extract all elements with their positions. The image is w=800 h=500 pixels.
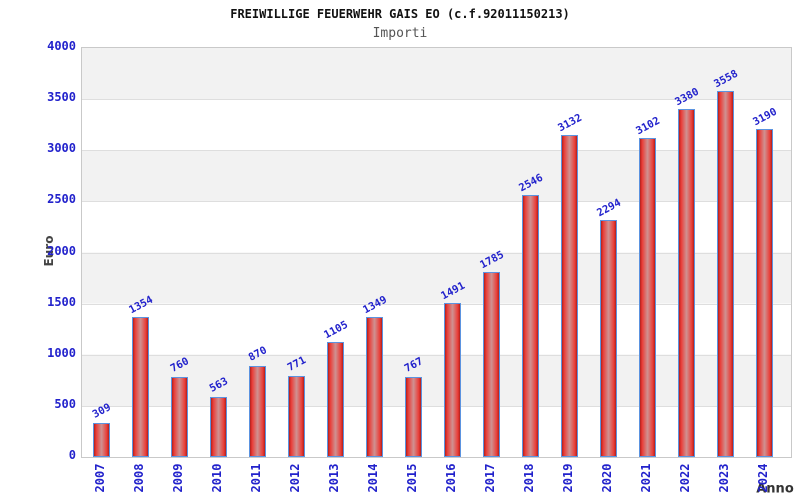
y-tick-label: 2500 — [47, 192, 76, 207]
gridline — [82, 252, 791, 254]
bar-value-label: 1105 — [322, 318, 350, 342]
bar-2017 — [482, 272, 500, 457]
bar-value-label: 1491 — [439, 279, 467, 302]
chart-title: FREIWILLIGE FEUERWEHR GAIS EO (c.f.92011… — [230, 7, 570, 21]
x-tick-label: 2014 — [366, 463, 380, 493]
bar-2024 — [755, 128, 773, 457]
y-tick-label: 3000 — [47, 141, 76, 156]
bar-2023 — [716, 91, 734, 457]
bar-2010 — [209, 397, 227, 457]
x-tick-label: 2016 — [444, 463, 458, 493]
bar-2008 — [131, 316, 149, 457]
x-tick-label: 2010 — [210, 463, 224, 493]
y-tick-label: 500 — [54, 396, 76, 411]
x-tick-label: 2015 — [405, 463, 419, 493]
bar-2016 — [443, 302, 461, 457]
gridline — [82, 405, 791, 407]
gridline — [82, 354, 791, 356]
x-tick-label: 2024 — [756, 463, 770, 493]
plot-area: 309 1354 760 563 870 771 1105 1349 767 1491 1785 25… — [81, 47, 792, 458]
x-tick-label: 2012 — [288, 463, 302, 493]
bar-2011 — [248, 366, 266, 457]
y-tick-label: 1500 — [47, 294, 76, 309]
x-tick-label: 2017 — [483, 463, 497, 493]
x-tick-label: 2023 — [717, 463, 731, 493]
bar-value-label: 3190 — [751, 105, 779, 129]
x-tick-label: 2018 — [522, 463, 536, 493]
x-tick-label: 2021 — [639, 463, 653, 493]
gridline — [82, 303, 791, 305]
bar-2014 — [365, 317, 383, 457]
bar-2021 — [638, 137, 656, 457]
bar-2015 — [404, 376, 422, 457]
bar-2013 — [326, 342, 344, 457]
bar-2019 — [560, 134, 578, 457]
gridline — [82, 150, 791, 152]
x-tick-label: 2020 — [600, 463, 614, 493]
bar-value-label: 870 — [246, 344, 269, 364]
bar-value-label: 771 — [285, 354, 308, 374]
bar-value-label: 1349 — [361, 293, 389, 317]
bar-2007 — [92, 423, 110, 457]
x-tick-label: 2008 — [132, 463, 146, 493]
bar-2022 — [677, 109, 695, 457]
x-tick-label: 2022 — [678, 463, 692, 493]
x-tick-label: 2011 — [249, 463, 263, 493]
x-axis-label: Anno — [756, 481, 794, 497]
bar-2018 — [521, 194, 539, 457]
gridline — [82, 201, 791, 203]
y-tick-label: 1000 — [47, 345, 76, 360]
chart-subtitle: Importi — [372, 26, 428, 41]
bar-value-label: 309 — [90, 401, 113, 422]
y-tick-label: 0 — [68, 448, 76, 462]
y-tick-label: 4000 — [47, 39, 76, 53]
bar-value-label: 3132 — [556, 111, 584, 134]
bar-value-label: 563 — [207, 375, 230, 396]
bar-2012 — [287, 376, 305, 457]
bar-2020 — [599, 220, 617, 457]
bar-2009 — [170, 377, 188, 457]
y-tick-label: 2000 — [47, 243, 76, 258]
gridline — [82, 99, 791, 101]
y-tick-label: 3500 — [47, 90, 76, 105]
x-tick-label: 2013 — [327, 463, 341, 493]
bar-value-label: 760 — [168, 355, 191, 376]
x-tick-label: 2019 — [561, 463, 575, 493]
bar-value-label: 3102 — [634, 114, 662, 138]
x-tick-label: 2007 — [93, 463, 107, 493]
x-tick-label: 2009 — [171, 463, 185, 493]
bar-value-label: 3380 — [673, 86, 701, 109]
bar-value-label: 767 — [402, 354, 425, 375]
bar-value-label: 3558 — [712, 67, 740, 91]
bar-value-label: 1354 — [127, 293, 155, 316]
bar-value-label: 2546 — [517, 171, 545, 194]
